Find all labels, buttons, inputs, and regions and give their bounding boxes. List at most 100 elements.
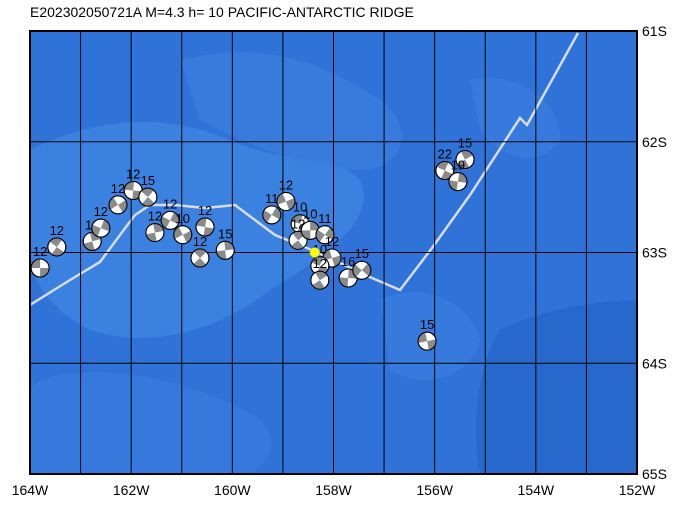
- beachball-outline: [82, 231, 102, 251]
- focal-mechanism: [455, 149, 475, 169]
- beachball-quadrant: [262, 207, 281, 223]
- beachball-quadrant: [448, 172, 467, 191]
- beachball-quadrant: [173, 226, 192, 243]
- lat-tick-label: 64S: [642, 355, 667, 371]
- map-title: E202302050721A M=4.3 h= 10 PACIFIC-ANTAR…: [30, 4, 414, 20]
- lon-tick-label: 156W: [416, 482, 453, 498]
- focal-mechanism: [300, 220, 320, 240]
- focal-mechanism: [190, 248, 210, 268]
- beachball-quadrant: [322, 249, 341, 267]
- focal-mechanism: [47, 237, 67, 257]
- epicenter: [309, 247, 321, 258]
- focal-mechanism: [30, 258, 50, 278]
- depth-label: 10: [176, 211, 190, 226]
- focal-mechanism: [352, 260, 372, 280]
- focal-mechanism: [276, 192, 296, 212]
- lon-tick-label: 164W: [12, 482, 49, 498]
- depth-label: 10: [303, 206, 317, 221]
- depth-label: 11: [318, 211, 332, 226]
- beachball-outline: [448, 172, 468, 192]
- beachball-outline: [315, 225, 335, 245]
- focal-mechanism: [310, 270, 330, 290]
- focal-mechanism: [123, 180, 143, 200]
- beachball-outline: [195, 217, 215, 237]
- focal-mechanism: [435, 161, 455, 181]
- beachball-outline: [276, 192, 296, 212]
- focal-mechanism: [338, 268, 358, 288]
- beachball-quadrant: [276, 193, 295, 210]
- beachball-outline: [145, 223, 165, 243]
- focal-mechanism: [448, 172, 468, 192]
- depth-label: 12: [50, 223, 64, 238]
- beachball-outline: [352, 260, 372, 280]
- beachball-outline: [173, 225, 193, 245]
- beachball-quadrant: [339, 268, 358, 287]
- beachball-quadrant: [193, 249, 207, 268]
- depth-label: 12: [279, 178, 293, 193]
- beachball-outline: [190, 248, 210, 268]
- beachball-quadrant: [457, 150, 473, 169]
- focal-mechanism: [82, 231, 102, 251]
- beachball-outline: [288, 230, 308, 250]
- depth-label: 12: [198, 203, 212, 218]
- beachball-quadrant: [311, 256, 329, 275]
- focal-mechanism: [91, 218, 111, 238]
- beachball-outline: [215, 240, 235, 260]
- depth-label: 22: [438, 147, 452, 162]
- beachball-quadrant: [312, 271, 328, 290]
- beachball-quadrant: [146, 223, 164, 242]
- beachball-outline: [30, 258, 50, 278]
- beachball-quadrant: [290, 231, 306, 250]
- focal-mechanism: [145, 223, 165, 243]
- depth-label: 19: [451, 158, 465, 173]
- depth-label: 12: [163, 196, 177, 211]
- beachball-quadrant: [216, 241, 235, 260]
- depth-label: 15: [141, 173, 155, 188]
- beachball-quadrant: [109, 197, 128, 213]
- lon-tick-label: 152W: [619, 482, 656, 498]
- beachball-outline: [417, 331, 437, 351]
- beachball-outline: [91, 218, 111, 238]
- depth-label: 12: [193, 234, 207, 249]
- focal-mechanism: [315, 225, 335, 245]
- focal-mechanism: [262, 205, 282, 225]
- bathymetry: 1212121212121512121012121511121012101112…: [30, 31, 637, 474]
- depth-label: 15: [420, 317, 434, 332]
- beachball-quadrant: [83, 232, 101, 251]
- focal-mechanism: [195, 217, 215, 237]
- beachball-outline: [435, 161, 455, 181]
- focal-mechanism: [173, 225, 193, 245]
- depth-label: 16: [341, 254, 355, 269]
- beachball-outline: [138, 187, 158, 207]
- lat-tick-label: 61S: [642, 23, 667, 39]
- beachball-quadrant: [418, 332, 437, 350]
- lat-tick-label: 63S: [642, 245, 667, 261]
- lat-tick-label: 65S: [642, 466, 667, 482]
- beachball-outline: [47, 237, 67, 257]
- depth-label: 15: [355, 246, 369, 261]
- depth-label: 12: [111, 181, 125, 196]
- beachball-quadrant: [301, 221, 320, 240]
- beachball-quadrant: [352, 263, 371, 278]
- beachball-outline: [310, 270, 330, 290]
- beachball-quadrant: [436, 161, 453, 180]
- beachball-quadrant: [49, 237, 64, 256]
- ridge: [30, 32, 580, 307]
- beachball-outline: [160, 210, 180, 230]
- lon-tick-label: 158W: [315, 482, 352, 498]
- focal-mechanism: [160, 210, 180, 230]
- map-frame: [29, 30, 638, 475]
- beachball-outline: [262, 205, 282, 225]
- lat-tick-label: 62S: [642, 134, 667, 150]
- beachball-quadrant: [141, 188, 155, 207]
- beachball-outline: [108, 195, 128, 215]
- beachball-quadrant: [124, 181, 143, 200]
- depth-label: 15: [458, 135, 472, 150]
- beachball-quadrant: [91, 219, 110, 237]
- focal-mechanism: [138, 187, 158, 207]
- beachball-quadrant: [31, 259, 50, 278]
- beachball-quadrant: [161, 212, 180, 229]
- depth-label: 11: [265, 191, 279, 206]
- beachball-quadrant: [196, 218, 214, 237]
- focal-mechanism: [215, 240, 235, 260]
